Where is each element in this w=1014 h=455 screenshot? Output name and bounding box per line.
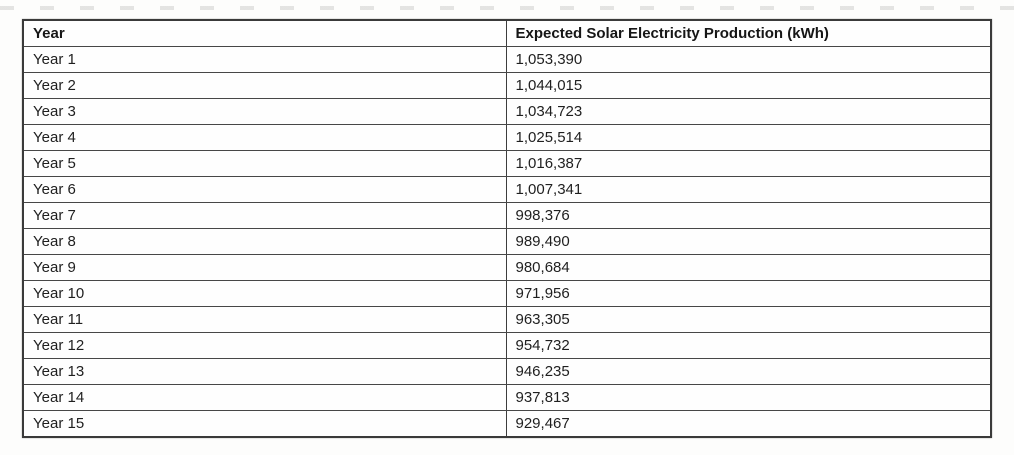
year-cell: Year 3 [22, 98, 507, 125]
production-cell: 1,053,390 [505, 46, 992, 73]
table-row: Year 13 946,235 [22, 358, 992, 385]
year-cell: Year 12 [22, 332, 507, 359]
table-row: Year 3 1,034,723 [22, 98, 992, 125]
table-row: Year 9 980,684 [22, 254, 992, 281]
table-row: Year 15 929,467 [22, 410, 992, 438]
year-cell: Year 5 [22, 150, 507, 177]
column-header-year: Year [22, 19, 507, 47]
production-cell: 1,034,723 [505, 98, 992, 125]
year-cell: Year 11 [22, 306, 507, 333]
production-cell: 963,305 [505, 306, 992, 333]
table-row: Year 6 1,007,341 [22, 176, 992, 203]
year-cell: Year 14 [22, 384, 507, 411]
production-cell: 989,490 [505, 228, 992, 255]
year-cell: Year 10 [22, 280, 507, 307]
table-row: Year 2 1,044,015 [22, 72, 992, 99]
year-cell: Year 13 [22, 358, 507, 385]
year-cell: Year 9 [22, 254, 507, 281]
table-row: Year 7 998,376 [22, 202, 992, 229]
production-cell: 1,007,341 [505, 176, 992, 203]
year-cell: Year 6 [22, 176, 507, 203]
table-header-row: Year Expected Solar Electricity Producti… [22, 19, 992, 47]
solar-production-table: Year Expected Solar Electricity Producti… [22, 19, 992, 438]
production-cell: 937,813 [505, 384, 992, 411]
year-cell: Year 7 [22, 202, 507, 229]
table-row: Year 14 937,813 [22, 384, 992, 411]
production-cell: 954,732 [505, 332, 992, 359]
production-cell: 998,376 [505, 202, 992, 229]
production-cell: 946,235 [505, 358, 992, 385]
table-row: Year 10 971,956 [22, 280, 992, 307]
year-cell: Year 2 [22, 72, 507, 99]
production-cell: 980,684 [505, 254, 992, 281]
year-cell: Year 15 [22, 410, 507, 438]
table-row: Year 11 963,305 [22, 306, 992, 333]
year-cell: Year 8 [22, 228, 507, 255]
production-cell: 1,044,015 [505, 72, 992, 99]
production-cell: 1,025,514 [505, 124, 992, 151]
table-row: Year 4 1,025,514 [22, 124, 992, 151]
production-cell: 929,467 [505, 410, 992, 438]
column-header-production: Expected Solar Electricity Production (k… [505, 19, 992, 47]
table-row: Year 12 954,732 [22, 332, 992, 359]
table-row: Year 5 1,016,387 [22, 150, 992, 177]
table-row: Year 1 1,053,390 [22, 46, 992, 73]
production-cell: 1,016,387 [505, 150, 992, 177]
year-cell: Year 1 [22, 46, 507, 73]
production-cell: 971,956 [505, 280, 992, 307]
table-row: Year 8 989,490 [22, 228, 992, 255]
year-cell: Year 4 [22, 124, 507, 151]
